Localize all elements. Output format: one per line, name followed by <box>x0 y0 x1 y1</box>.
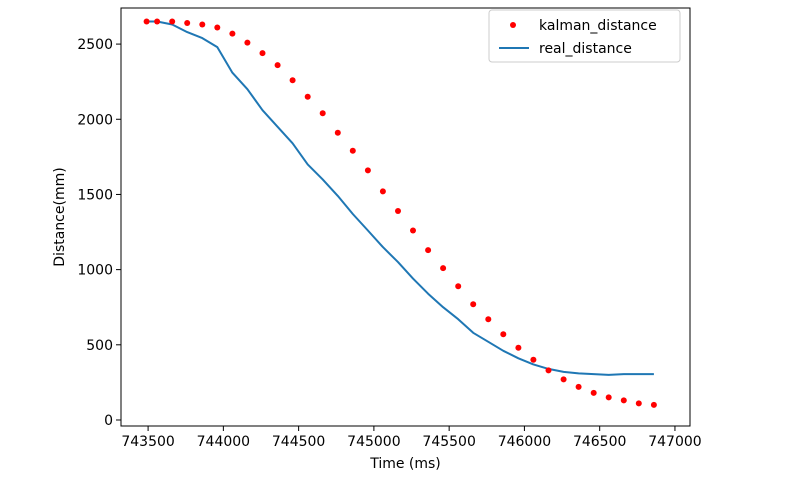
kalman-distance-point <box>545 367 552 374</box>
kalman-distance-point <box>143 18 150 25</box>
legend: kalman_distance real_distance <box>488 9 681 63</box>
x-tick-label: 745000 <box>347 434 400 450</box>
plot-frame <box>120 7 691 427</box>
kalman-distance-point <box>650 401 657 408</box>
kalman-distance-point <box>425 247 432 254</box>
kalman-distance-point <box>244 39 251 46</box>
kalman-distance-point <box>530 356 537 363</box>
legend-label-kalman-distance: kalman_distance <box>539 18 657 34</box>
kalman-distance-point <box>289 77 296 84</box>
legend-label-real-distance: real_distance <box>539 41 632 57</box>
kalman-distance-point <box>334 129 341 136</box>
x-axis-label: Time (ms) <box>369 456 441 472</box>
kalman-distance-point <box>410 227 416 234</box>
kalman-distance-point <box>605 394 612 401</box>
x-tick-label: 746500 <box>573 434 626 450</box>
kalman-distance-point <box>515 344 522 351</box>
kalman-distance-point <box>169 18 176 25</box>
x-tick-label: 746000 <box>498 434 551 450</box>
kalman-distance-point <box>455 283 462 290</box>
kalman-distance-point <box>470 301 477 308</box>
kalman-distance-point <box>259 50 266 57</box>
kalman-distance-point <box>379 188 386 195</box>
kalman-distance-point <box>304 93 311 100</box>
kalman-distance-point <box>500 331 507 338</box>
y-tick-label: 2500 <box>77 37 113 53</box>
kalman-distance-point <box>575 383 582 390</box>
legend-marker-kalman-distance <box>510 22 516 28</box>
legend-box <box>488 9 681 63</box>
kalman-distance-point <box>590 389 597 396</box>
y-tick-label: 500 <box>86 338 113 354</box>
kalman-distance-point <box>349 147 356 154</box>
series-line-real-distance <box>146 20 654 376</box>
kalman-distance-point <box>620 397 627 404</box>
y-tick-label: 1500 <box>77 187 113 203</box>
kalman-distance-point <box>229 30 236 37</box>
x-tick-label: 744000 <box>197 434 250 450</box>
kalman-distance-point <box>395 208 401 214</box>
kalman-distance-point <box>635 400 642 407</box>
x-axis: 743500 744000 744500 745000 745500 746000 7465… <box>121 426 702 450</box>
y-tick-label: 1000 <box>77 263 113 279</box>
x-tick-label: 743500 <box>121 434 174 450</box>
x-tick-label: 744500 <box>272 434 325 450</box>
kalman-distance-point <box>364 167 371 174</box>
series-layer <box>143 18 657 408</box>
kalman-distance-point <box>214 24 221 31</box>
y-axis: 0 500 1000 1500 2000 2500 <box>77 37 121 429</box>
kalman-distance-point <box>440 265 447 272</box>
x-tick-label: 745500 <box>422 434 475 450</box>
kalman-distance-point <box>184 20 191 26</box>
y-tick-label: 0 <box>104 413 113 429</box>
kalman-distance-point <box>560 376 567 383</box>
y-axis-label: Distance(mm) <box>52 167 68 266</box>
kalman-distance-point <box>154 18 161 25</box>
kalman-distance-point <box>319 110 326 117</box>
kalman-distance-point <box>274 62 281 69</box>
kalman-distance-point <box>485 316 492 323</box>
y-tick-label: 2000 <box>77 112 113 128</box>
x-tick-label: 747000 <box>648 434 701 450</box>
kalman-distance-point <box>199 21 206 28</box>
plot-area <box>121 8 690 426</box>
